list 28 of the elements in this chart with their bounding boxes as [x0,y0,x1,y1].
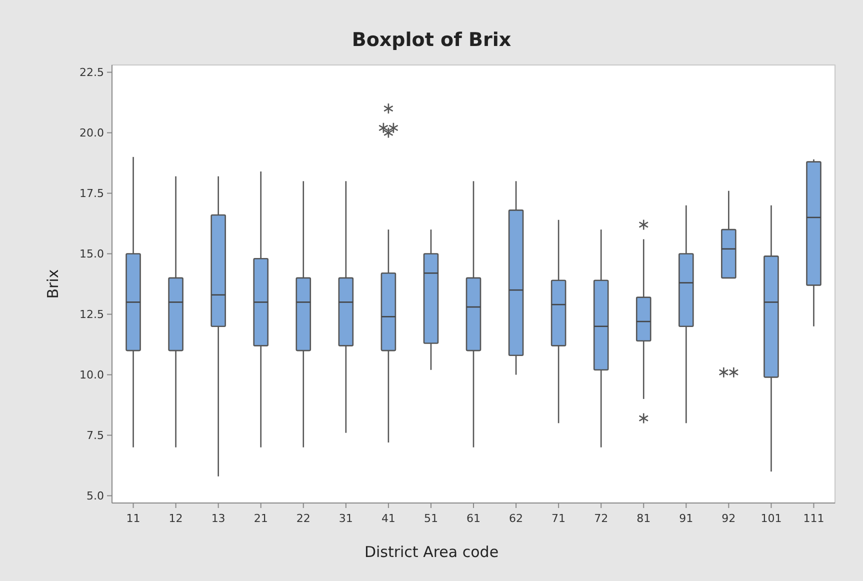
chart-title: Boxplot of Brix [352,29,512,51]
y-tick-label: 15.0 [80,248,104,261]
x-tick-label: 41 [381,512,396,525]
y-tick-label: 7.5 [86,429,104,442]
x-tick-label: 12 [168,512,183,525]
x-axis-title: District Area code [364,543,499,561]
x-tick-label: 91 [679,512,694,525]
x-tick-label: 111 [803,512,824,525]
x-tick-label: 21 [254,512,268,525]
y-tick-label: 17.5 [80,187,104,200]
y-tick-label: 12.5 [80,308,104,322]
x-tick-label: 101 [760,512,782,525]
x-tick-label: 22 [296,512,310,525]
x-tick-label: 92 [722,512,736,525]
y-tick-label: 10.0 [80,368,104,382]
x-tick-label: 51 [424,512,438,525]
x-tick-label: 13 [211,512,226,525]
x-tick-label: 72 [594,512,608,525]
x-tick-label: 61 [466,512,480,525]
y-tick-label: 20.0 [80,126,104,140]
y-axis-title: Brix [44,269,62,299]
x-tick-label: 81 [636,512,651,525]
y-tick-label: 5.0 [86,490,104,503]
x-tick-label: 31 [338,512,353,525]
x-tick-label: 62 [509,512,524,525]
x-tick-label: 71 [552,512,566,525]
x-tick-label: 11 [126,512,140,525]
y-tick-label: 22.5 [80,66,104,80]
